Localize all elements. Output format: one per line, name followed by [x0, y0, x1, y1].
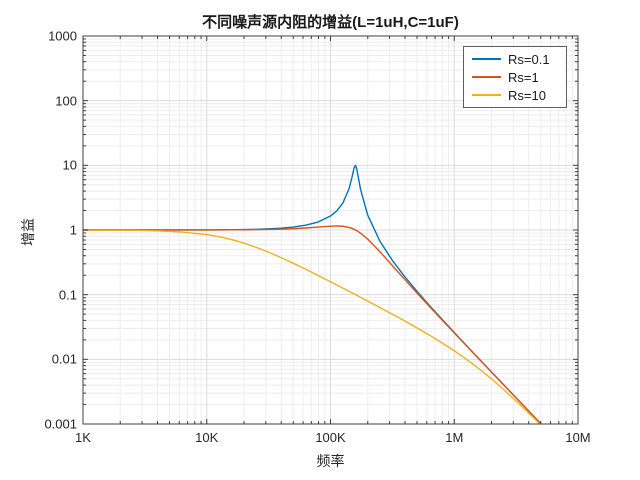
x-tick-label-100K: 100K: [315, 430, 346, 445]
legend-entry-rs-10: Rs=10: [464, 86, 566, 104]
y-tick-label-0.1: 0.1: [58, 287, 77, 303]
x-tick-label-10K: 10K: [195, 430, 219, 445]
legend-entry-rs-0-1: Rs=0.1: [464, 50, 566, 68]
x-tick-label-1K: 1K: [75, 430, 91, 445]
chart-title: 不同噪声源内阻的增益(L=1uH,C=1uF): [202, 14, 459, 31]
y-tick-label-1: 1: [69, 222, 77, 238]
legend-entry-rs-1: Rs=1: [464, 68, 566, 86]
legend-line-sample: [472, 94, 501, 96]
x-tick-label-10M: 10M: [565, 430, 591, 445]
legend-box: Rs=0.1 Rs=1 Rs=10: [463, 46, 567, 108]
series-line-rs-1: [83, 225, 542, 424]
y-tick-label-0.01: 0.01: [51, 351, 77, 367]
x-axis-label: 频率: [316, 453, 345, 469]
y-tick-label-100: 100: [55, 93, 77, 109]
legend-label: Rs=0.1: [508, 51, 550, 67]
series-line-rs-10: [83, 229, 541, 424]
legend-line-sample: [472, 76, 501, 78]
y-tick-label-10: 10: [62, 157, 77, 173]
legend-label: Rs=10: [508, 87, 546, 103]
x-tick-label-1M: 1M: [445, 430, 464, 445]
y-axis-label: 增益: [20, 218, 36, 246]
legend-label: Rs=1: [508, 69, 539, 85]
y-tick-label-1000: 1000: [48, 28, 77, 44]
legend-line-sample: [472, 58, 501, 60]
y-tick-label-0.001: 0.001: [44, 416, 77, 432]
